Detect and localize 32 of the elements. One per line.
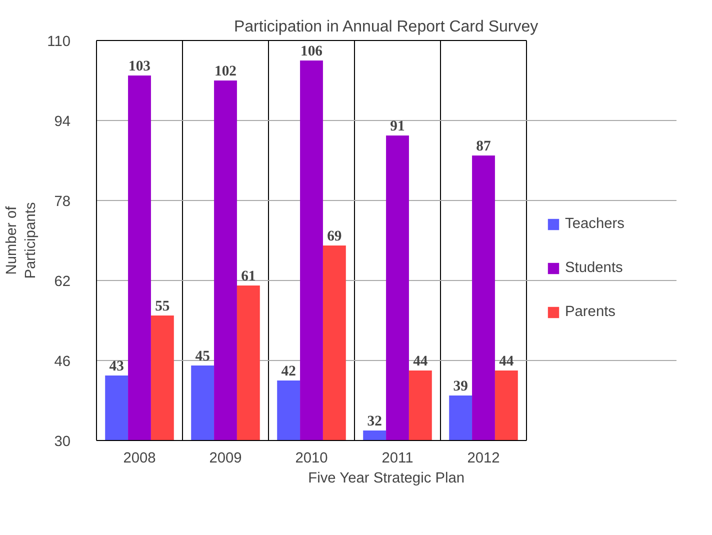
legend-label: Teachers [565, 216, 624, 232]
y-tick-label: 78 [54, 194, 71, 210]
legend-label: Students [565, 260, 623, 276]
y-tick-label: 30 [54, 434, 71, 450]
y-tick-label: 46 [54, 354, 71, 370]
data-label: 102 [214, 64, 236, 80]
y-tick-label: 110 [47, 34, 71, 50]
y-tick-label: 94 [54, 114, 71, 130]
data-label: 32 [367, 414, 382, 430]
x-axis-title: Five Year Strategic Plan [308, 470, 465, 486]
data-label: 69 [327, 228, 342, 244]
x-tick-label: 2012 [467, 450, 500, 466]
data-label: 55 [155, 298, 170, 314]
data-label: 45 [195, 348, 210, 364]
data-label: 44 [413, 354, 428, 370]
data-label: 91 [390, 118, 405, 134]
y-axis-title: Number of Participants [4, 202, 40, 279]
x-tick-label: 2008 [123, 450, 156, 466]
x-tick-label: 2009 [209, 450, 242, 466]
legend-label: Parents [565, 304, 616, 320]
y-tick-label: 62 [54, 274, 71, 290]
chart-title: Participation in Annual Report Card Survey [234, 18, 538, 36]
data-label: 87 [476, 138, 491, 154]
data-label: 103 [128, 58, 150, 74]
data-label: 61 [241, 268, 256, 284]
data-label: 44 [499, 354, 514, 370]
data-label: 39 [453, 378, 468, 394]
data-label: 42 [281, 364, 296, 380]
data-label: 106 [300, 44, 322, 60]
x-tick-label: 2011 [382, 450, 414, 466]
data-label: 43 [109, 358, 124, 374]
x-tick-label: 2010 [295, 450, 328, 466]
